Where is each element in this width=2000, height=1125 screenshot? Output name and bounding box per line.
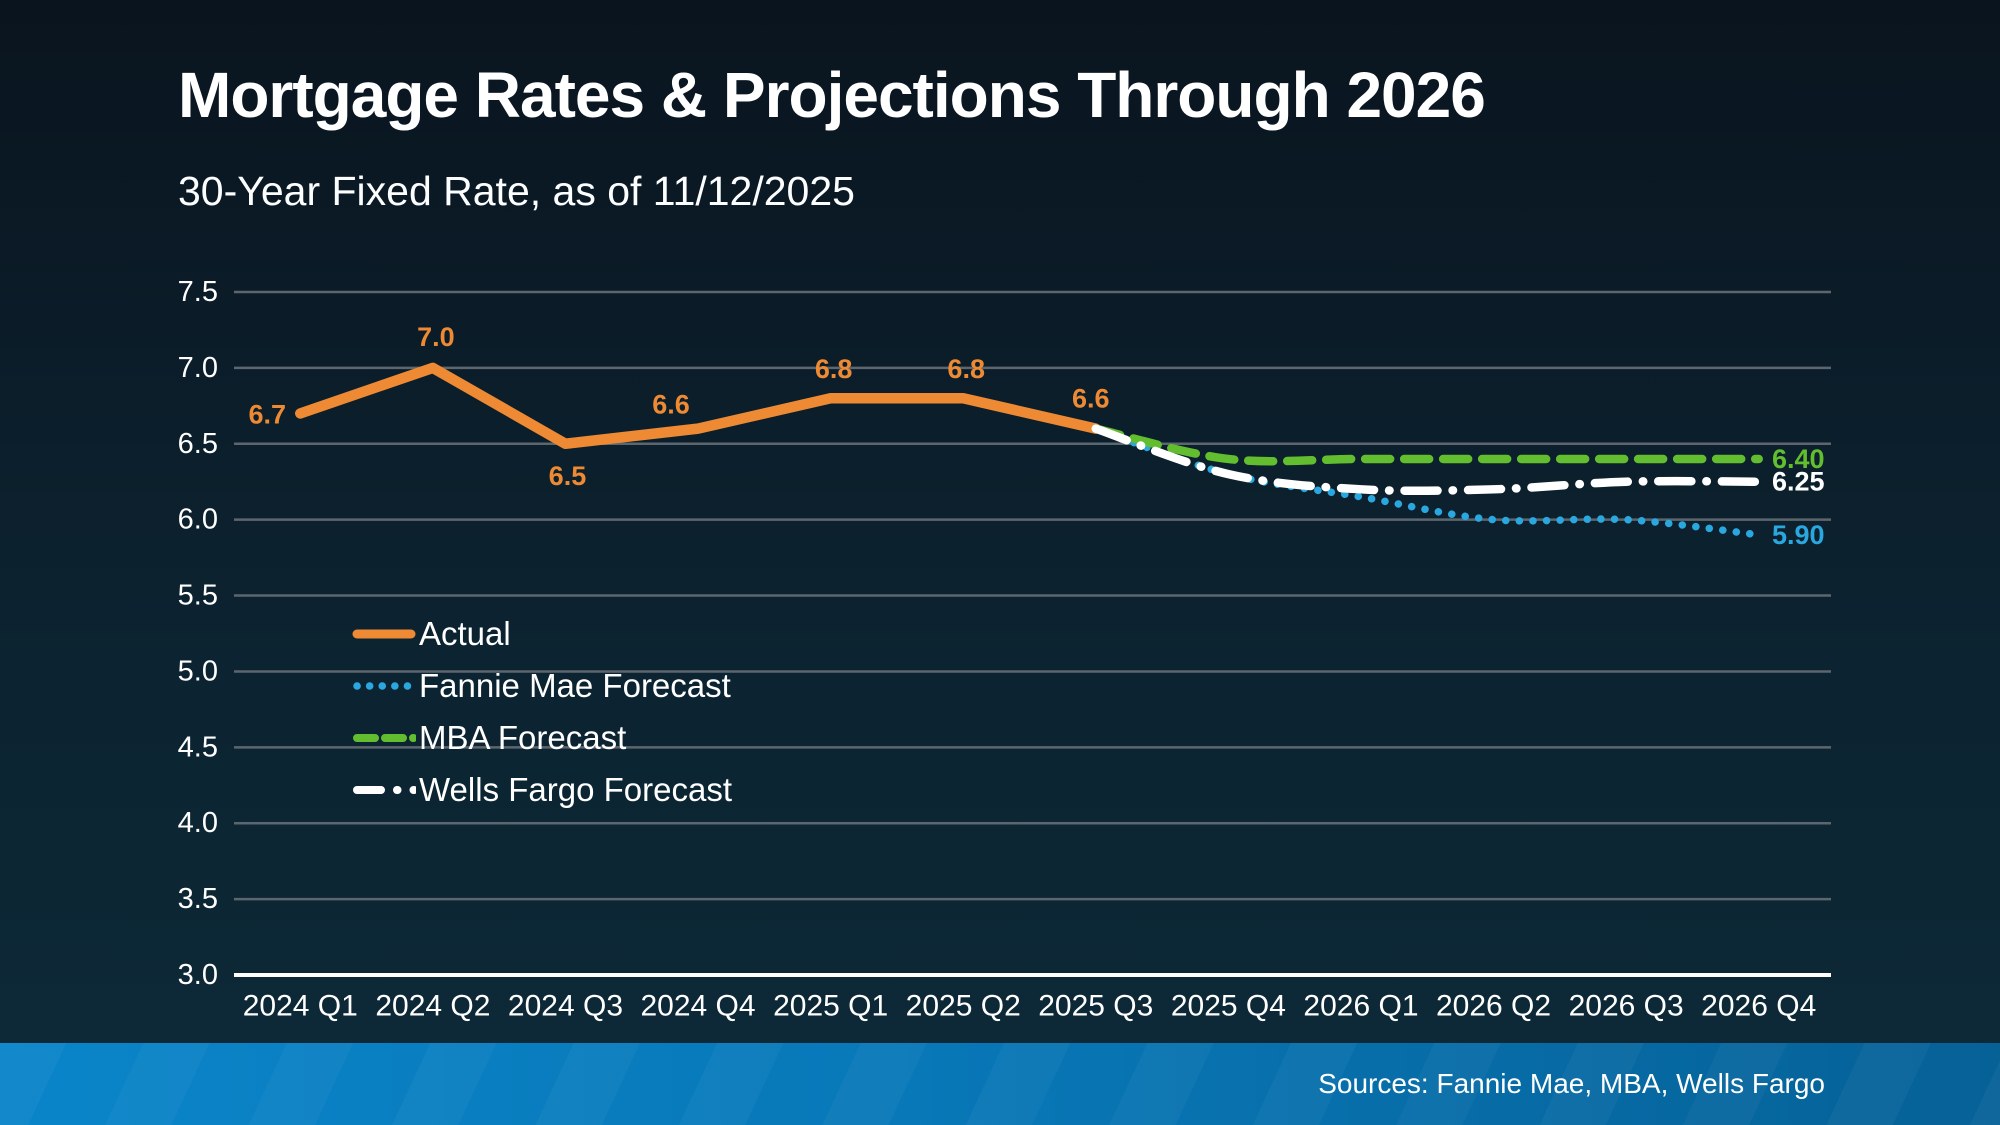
footer-bar: Sources: Fannie Mae, MBA, Wells Fargo bbox=[0, 1043, 2000, 1125]
y-axis-tick-label: 3.0 bbox=[178, 959, 218, 991]
x-axis-label: 2024 Q3 bbox=[508, 990, 623, 1023]
legend-item-wells-fargo-forecast: Wells Fargo Forecast bbox=[352, 764, 732, 816]
legend-label: MBA Forecast bbox=[419, 719, 627, 756]
y-axis-tick-label: 3.5 bbox=[178, 883, 218, 915]
x-axis-label: 2026 Q2 bbox=[1436, 990, 1551, 1023]
x-axis-label: 2026 Q4 bbox=[1701, 990, 1816, 1023]
legend-item-mba-forecast: MBA Forecast bbox=[352, 712, 732, 764]
x-axis-label: 2024 Q1 bbox=[243, 990, 358, 1023]
y-axis-tick-label: 6.0 bbox=[178, 504, 218, 536]
footer-sources: Sources: Fannie Mae, MBA, Wells Fargo bbox=[1318, 1068, 1825, 1099]
y-axis-tick-label: 4.0 bbox=[178, 807, 218, 839]
x-axis-label: 2024 Q4 bbox=[640, 990, 755, 1023]
series-line-mba-forecast bbox=[1091, 424, 1763, 466]
data-label: 6.5 bbox=[549, 461, 587, 491]
end-label-fannie-mae-forecast: 5.90 bbox=[1772, 520, 1825, 550]
x-axis-label: 2025 Q2 bbox=[906, 990, 1021, 1023]
series-line-wells-fargo-forecast bbox=[1091, 424, 1763, 496]
legend-item-actual: Actual bbox=[352, 608, 732, 660]
x-axis-label: 2025 Q1 bbox=[773, 990, 888, 1023]
data-label: 6.8 bbox=[947, 354, 985, 384]
legend-label: Actual bbox=[419, 615, 511, 652]
legend-swatch-actual-line bbox=[352, 629, 416, 639]
series-line-actual bbox=[295, 362, 1102, 450]
legend-label: Wells Fargo Forecast bbox=[419, 771, 732, 808]
x-axis-label: 2025 Q3 bbox=[1038, 990, 1153, 1023]
x-axis-label: 2026 Q1 bbox=[1303, 990, 1418, 1023]
legend-swatch-dash-dot-line bbox=[353, 786, 416, 794]
y-axis-tick-label: 6.5 bbox=[178, 428, 218, 460]
legend-label: Fannie Mae Forecast bbox=[419, 667, 731, 704]
end-label-mba-forecast: 6.40 bbox=[1772, 444, 1825, 474]
y-axis-tick-label: 5.0 bbox=[178, 655, 218, 687]
legend-swatch-dotted-line bbox=[353, 682, 416, 690]
y-axis-tick-label: 5.5 bbox=[178, 580, 218, 612]
end-label-wells-fargo-forecast: 6.25 bbox=[1772, 467, 1825, 497]
x-axis-label: 2025 Q4 bbox=[1171, 990, 1286, 1023]
x-axis-label: 2026 Q3 bbox=[1569, 990, 1684, 1023]
legend-swatch-dashed-line bbox=[353, 734, 416, 742]
data-label: 6.7 bbox=[249, 399, 287, 429]
data-label: 6.6 bbox=[652, 390, 690, 420]
page-title: Mortgage Rates & Projections Through 202… bbox=[178, 59, 1486, 131]
y-axis-tick-label: 7.0 bbox=[178, 352, 218, 384]
y-axis-tick-label: 7.5 bbox=[178, 276, 218, 308]
x-axis-label: 2024 Q2 bbox=[375, 990, 490, 1023]
page-subtitle: 30-Year Fixed Rate, as of 11/12/2025 bbox=[178, 168, 855, 214]
chart-legend: Actual Fannie Mae Forecast MBA Forecast … bbox=[352, 608, 732, 816]
y-axis-tick-label: 4.5 bbox=[178, 731, 218, 763]
data-label: 6.6 bbox=[1072, 384, 1110, 414]
data-label: 6.8 bbox=[815, 354, 853, 384]
legend-item-fannie-mae-forecast: Fannie Mae Forecast bbox=[352, 660, 732, 712]
data-label: 7.0 bbox=[417, 322, 455, 352]
